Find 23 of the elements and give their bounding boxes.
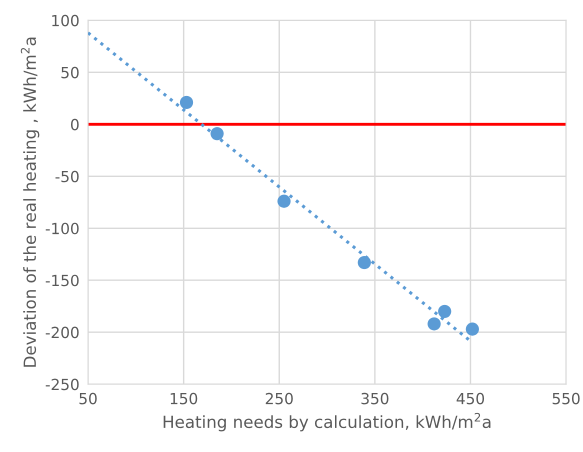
x-tick-label: 250	[266, 392, 293, 404]
y-tick-label: -200	[46, 326, 79, 338]
x-tick-label: 50	[79, 392, 97, 404]
point	[466, 322, 479, 336]
x-axis-title: Heating needs by calculation, kWh/m$^{2}$a	[164, 412, 490, 432]
y-axis-title: Deviation of the real heating , kWh/m$^{2}$a	[20, 38, 40, 367]
y-tick-label: -250	[46, 378, 79, 390]
point	[210, 127, 224, 140]
y-tick-label: -50	[55, 170, 79, 182]
point	[428, 317, 441, 330]
y-tick-label: -100	[46, 222, 79, 234]
y-tick-label: 100	[52, 14, 79, 26]
y-tick-label: 50	[61, 66, 79, 78]
x-tick-label: 350	[361, 392, 388, 404]
point	[438, 304, 452, 318]
x-tick-label: 450	[456, 392, 484, 404]
x-tick-label: 150	[170, 392, 198, 404]
y-tick-label: -150	[46, 274, 79, 286]
point	[277, 194, 291, 208]
x-tick-label: 550	[552, 392, 580, 404]
y-tick-label: 0	[70, 118, 79, 130]
point	[358, 256, 371, 270]
point	[180, 96, 194, 110]
